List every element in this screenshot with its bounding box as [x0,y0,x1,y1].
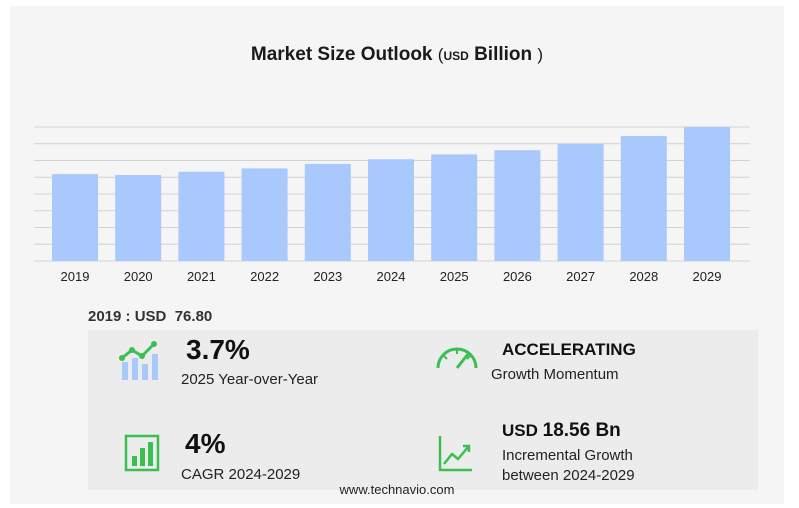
chart-title: Market Size Outlook (USD Billion ) [250,44,544,65]
momentum-label: Growth Momentum [491,366,619,383]
bar-2029 [684,127,730,261]
stats-panel [88,330,758,490]
speedometer-icon [436,347,478,369]
cagr-label: CAGR 2024-2029 [181,466,301,483]
incremental-label-1: Incremental Growth [502,447,633,464]
tick-label-2019: 2019 [61,269,90,284]
bar-chart-icon [124,434,160,472]
bar-2027 [557,143,604,261]
tick-label-2024: 2024 [377,269,406,284]
bar-2019 [52,174,98,261]
tick-label-2021: 2021 [187,269,216,284]
bar-2025 [431,154,478,261]
bar-2022 [241,168,288,261]
incremental-value: USD 18.56 Bn [502,420,621,441]
bar-2023 [304,163,351,261]
bar-2020 [115,174,162,261]
incremental-label-2: between 2024-2029 [502,467,635,484]
tick-label-2026: 2026 [503,269,532,284]
tick-label-2020: 2020 [124,269,153,284]
tick-label-2028: 2028 [629,269,658,284]
line-chart-icon [438,436,472,472]
bar-2024 [368,159,414,261]
base-year-value: 2019 : USD 76.80 [88,308,213,325]
yoy-value: 3.7% [186,334,250,365]
bar-2021 [178,171,225,261]
tick-label-2025: 2025 [440,269,469,284]
momentum-value: ACCELERATING [502,340,636,359]
bar-chart: 2019 2020 2021 2022 2023 2024 2025 2026 2027 2028… [34,126,750,284]
unit-small: USD [443,49,469,63]
bar-2028 [620,135,667,261]
tick-label-2029: 2029 [693,269,722,284]
tick-label-2027: 2027 [566,269,595,284]
tick-label-2023: 2023 [313,269,342,284]
bar-2026 [494,150,541,261]
footer-url[interactable]: www.technavio.com [339,482,455,497]
yoy-label: 2025 Year-over-Year [181,371,319,388]
cagr-value: 4% [185,428,226,459]
bar-growth-icon [119,341,158,380]
tick-label-2022: 2022 [250,269,279,284]
